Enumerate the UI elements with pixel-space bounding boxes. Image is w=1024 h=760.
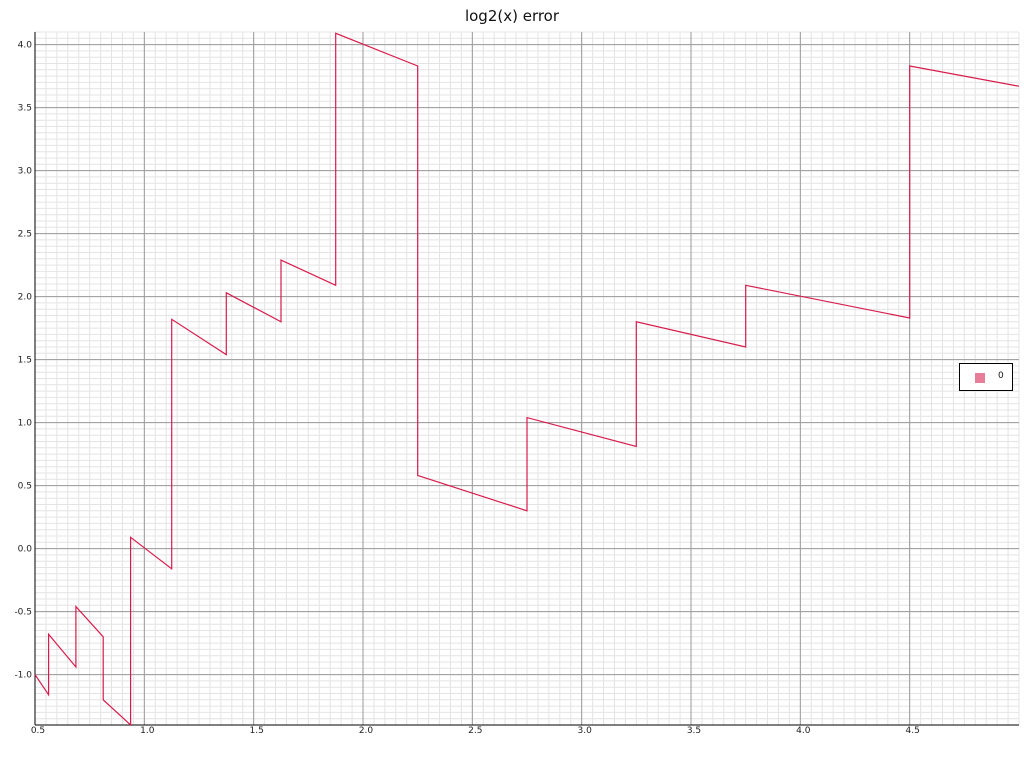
legend: 0 — [959, 363, 1013, 391]
y-tick-label: -1.0 — [14, 671, 32, 681]
minor-grid — [34, 31, 1020, 726]
x-tick-label: 4.0 — [796, 726, 811, 736]
y-tick-label: 0.5 — [18, 482, 32, 492]
x-tick-labels: 0.5 1.0 1.5 2.0 2.5 3.0 3.5 4.0 4.5 — [31, 726, 920, 736]
x-tick-label: 2.5 — [468, 726, 482, 736]
legend-swatch — [975, 373, 985, 383]
x-tick-label: 4.5 — [906, 726, 920, 736]
chart-title: log2(x) error — [464, 7, 560, 25]
x-tick-label: 0.5 — [31, 726, 45, 736]
y-tick-label: 2.5 — [18, 230, 32, 240]
y-tick-label: 0.0 — [18, 545, 33, 555]
y-tick-label: 3.5 — [18, 104, 32, 114]
legend-label: 0 — [998, 371, 1004, 381]
y-tick-label: 1.5 — [18, 356, 32, 366]
y-tick-label: 1.0 — [18, 419, 33, 429]
major-grid — [34, 32, 1019, 725]
y-tick-label: 3.0 — [18, 167, 33, 177]
x-tick-label: 3.0 — [578, 726, 593, 736]
x-tick-label: 3.5 — [687, 726, 701, 736]
x-tick-label: 1.0 — [140, 726, 155, 736]
series-line — [34, 32, 1020, 727]
y-tick-label: 4.0 — [18, 41, 33, 51]
x-tick-label: 1.5 — [250, 726, 264, 736]
y-tick-label: 2.0 — [18, 293, 33, 303]
y-tick-label: -0.5 — [14, 608, 32, 618]
x-tick-label: 2.0 — [359, 726, 374, 736]
series-lines — [34, 32, 1020, 727]
y-tick-labels: -1.0 -0.5 0.0 0.5 1.0 1.5 2.0 2.5 3.0 3.5 4.0 — [14, 41, 32, 681]
axes — [34, 32, 1019, 726]
